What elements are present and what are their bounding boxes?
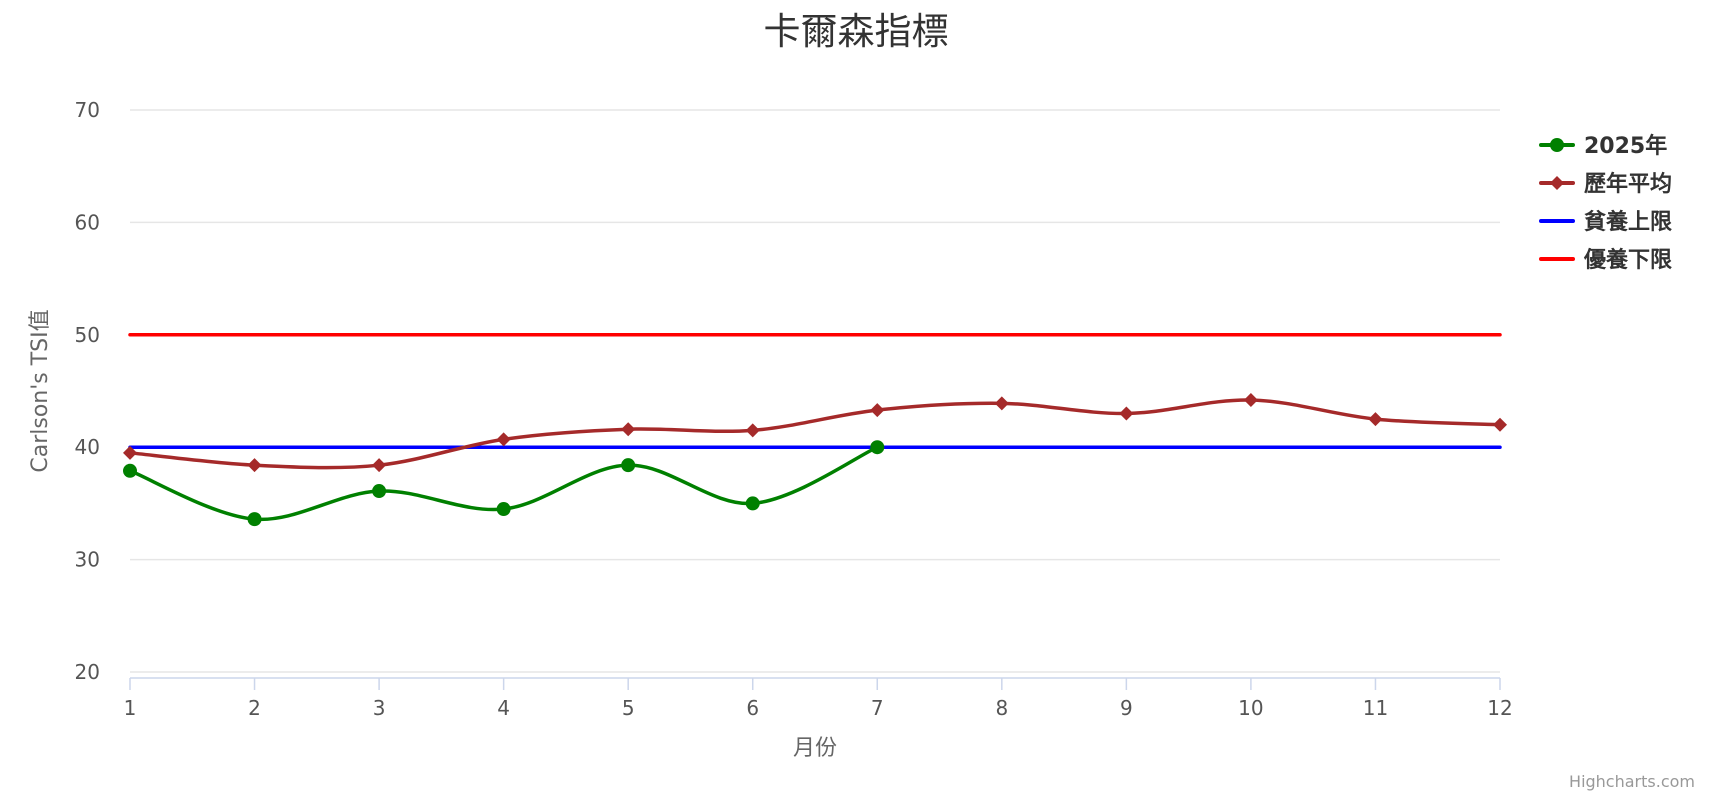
x-tick-label: 12 xyxy=(1487,696,1512,720)
data-point-2025[interactable] xyxy=(870,440,885,455)
x-tick-label: 5 xyxy=(622,696,635,720)
chart-title: 卡爾森指標 xyxy=(764,10,949,53)
data-point-average[interactable] xyxy=(621,422,636,437)
y-tick-label: 70 xyxy=(75,98,100,122)
x-tick-label: 9 xyxy=(1120,696,1133,720)
data-point-average[interactable] xyxy=(1368,412,1383,427)
legend-label[interactable]: 2025年 xyxy=(1584,133,1667,159)
x-tick-label: 11 xyxy=(1363,696,1388,720)
data-point-2025[interactable] xyxy=(372,484,387,499)
grid-layer xyxy=(130,109,1500,673)
y-tick-label: 20 xyxy=(75,660,100,684)
data-point-average[interactable] xyxy=(1243,392,1258,407)
data-point-average[interactable] xyxy=(870,403,885,418)
data-point-average[interactable] xyxy=(1493,417,1507,432)
y-tick-label: 30 xyxy=(75,548,100,572)
credits-link[interactable]: Highcharts.com xyxy=(1569,772,1695,791)
legend-item-4[interactable]: 優養下限 xyxy=(1539,247,1672,273)
x-tick-label: 8 xyxy=(995,696,1008,720)
data-point-average[interactable] xyxy=(496,432,511,447)
x-tick-label: 1 xyxy=(124,696,137,720)
x-tick-label: 4 xyxy=(497,696,510,720)
legend-circle-marker-icon xyxy=(1550,138,1564,152)
data-point-2025[interactable] xyxy=(496,502,511,517)
legend-diamond-marker-icon xyxy=(1550,176,1564,190)
y-tick-label: 40 xyxy=(75,435,100,459)
legend-item-1[interactable]: 2025年 xyxy=(1539,133,1667,159)
x-axis-title: 月份 xyxy=(793,736,837,761)
data-point-2025[interactable] xyxy=(621,458,636,473)
legend-label[interactable]: 貧養上限 xyxy=(1584,209,1672,235)
data-point-2025[interactable] xyxy=(247,512,262,527)
series-line-2 xyxy=(128,398,1502,470)
data-point-2025[interactable] xyxy=(123,463,137,478)
legend-item-2[interactable]: 歷年平均 xyxy=(1539,171,1672,197)
data-point-average[interactable] xyxy=(1119,406,1134,421)
series-1 xyxy=(123,440,885,527)
y-tick-label: 60 xyxy=(75,210,100,234)
data-point-average[interactable] xyxy=(372,458,387,473)
data-point-average[interactable] xyxy=(994,396,1009,411)
y-tick-label: 50 xyxy=(75,323,100,347)
x-tick-label: 10 xyxy=(1238,696,1263,720)
data-point-average[interactable] xyxy=(123,445,137,460)
legend-label[interactable]: 優養下限 xyxy=(1583,247,1672,273)
x-tick-label: 6 xyxy=(746,696,759,720)
x-tick-label: 2 xyxy=(248,696,261,720)
data-point-average[interactable] xyxy=(745,423,760,438)
series-2 xyxy=(123,392,1507,473)
data-point-2025[interactable] xyxy=(745,496,760,511)
legend-label[interactable]: 歷年平均 xyxy=(1584,171,1672,197)
y-axis-title: Carlson's TSI值 xyxy=(28,309,53,472)
data-point-average[interactable] xyxy=(247,458,262,473)
legend-item-3[interactable]: 貧養上限 xyxy=(1539,209,1672,235)
x-tick-label: 7 xyxy=(871,696,884,720)
series-layer xyxy=(123,333,1507,527)
x-tick-label: 3 xyxy=(373,696,386,720)
